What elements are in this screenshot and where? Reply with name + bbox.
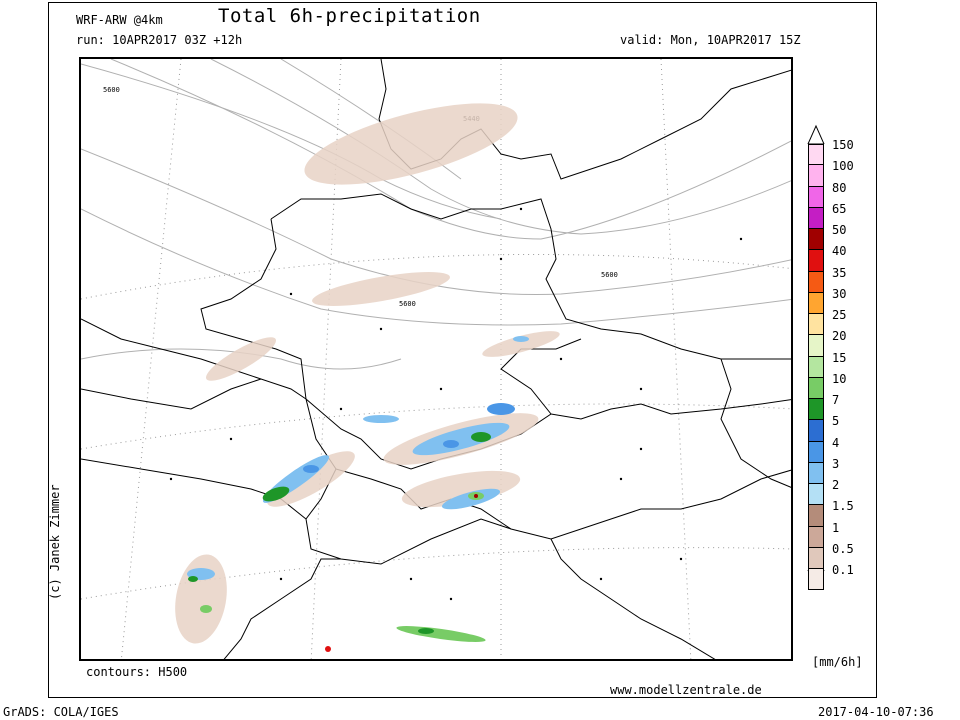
colorbar-swatch [808, 547, 824, 569]
colorbar-label: 0.1 [832, 563, 854, 577]
colorbar-label: 10 [832, 371, 847, 386]
grads-label: GrADS: COLA/IGES [3, 705, 119, 719]
timestamp-label: 2017-04-10-07:36 [818, 705, 934, 719]
map-canvas: 5600 5440 5600 5600 [81, 59, 791, 659]
colorbar-label: 30 [832, 286, 847, 301]
author-credit: (c) Janek Zimmer [48, 484, 62, 600]
colorbar-swatch [808, 250, 824, 272]
colorbar-swatch [808, 229, 824, 251]
colorbar-swatch [808, 377, 824, 399]
colorbar-swatch [808, 441, 824, 463]
colorbar-swatch [808, 186, 824, 208]
colorbar-label: 4 [832, 435, 840, 450]
unit-label: [mm/6h] [812, 655, 863, 669]
colorbar-swatch [808, 165, 824, 187]
page-title: Total 6h-precipitation [218, 5, 481, 27]
plot-frame [48, 2, 877, 698]
colorbar-label: 150 [832, 138, 854, 152]
colorbar-label: 40 [832, 244, 847, 259]
contours-note: contours: H500 [86, 665, 188, 679]
h500-contours [81, 59, 791, 370]
colorbar-swatch [808, 526, 824, 548]
colorbar-label: 2 [832, 478, 840, 492]
colorbar-label: 35 [832, 265, 847, 280]
website-label: www.modellzentrale.de [610, 683, 762, 697]
colorbar-label: 80 [832, 180, 847, 195]
colorbar-label: 3 [832, 456, 840, 471]
contour-label: 5600 [399, 300, 416, 308]
colorbar-swatch [808, 271, 824, 293]
colorbar-label: 15 [832, 350, 847, 365]
colorbar-swatch [808, 335, 824, 357]
colorbar-swatch [808, 207, 824, 229]
colorbar-swatch [808, 569, 824, 591]
colorbar-label: 5 [832, 414, 840, 429]
colorbar-label: 1.5 [832, 499, 854, 514]
colorbar-label: 20 [832, 329, 847, 344]
colorbar-swatch [808, 505, 824, 527]
colorbar-label: 100 [832, 159, 854, 174]
colorbar-swatch [808, 484, 824, 506]
colorbar-top-arrow [807, 124, 825, 144]
run-label: run: 10APR2017 03Z +12h [76, 33, 243, 47]
colorbar-swatch [808, 462, 824, 484]
colorbar-label: 50 [832, 223, 847, 237]
precipitation-map: 5600 5440 5600 5600 [79, 57, 793, 661]
model-label: WRF-ARW @4km [76, 13, 163, 27]
colorbar-label: 0.5 [832, 541, 854, 556]
precip-heavy [187, 336, 529, 652]
contour-label: 5600 [103, 86, 120, 94]
country-borders [81, 59, 791, 659]
colorbar-swatch [808, 399, 824, 421]
colorbar-swatch [808, 292, 824, 314]
colorbar-swatch [808, 314, 824, 336]
colorbar-label: 1 [832, 520, 840, 535]
colorbar-swatch [808, 144, 824, 166]
colorbar-label: 7 [832, 393, 840, 407]
colorbar-swatch [808, 420, 824, 442]
colorbar-swatch [808, 356, 824, 378]
city-markers [169, 207, 743, 601]
colorbar-label: 25 [832, 308, 847, 322]
colorbar-label: 65 [832, 201, 847, 216]
valid-label: valid: Mon, 10APR2017 15Z [620, 33, 801, 47]
contour-label: 5600 [601, 271, 618, 279]
